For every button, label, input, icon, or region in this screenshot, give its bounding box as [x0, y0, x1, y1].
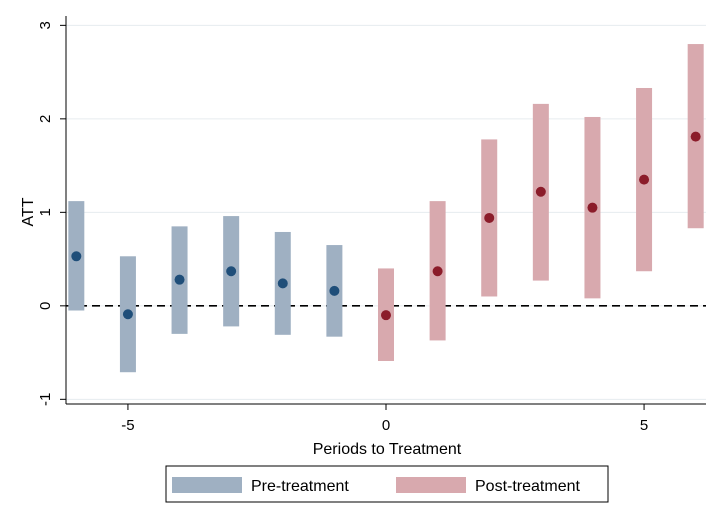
legend-swatch-pre-treatment [172, 477, 242, 493]
pre-treatment-estimate-point [226, 266, 237, 277]
x-tick-label: 5 [640, 417, 648, 434]
legend-swatch-post-treatment [396, 477, 466, 493]
pre-treatment-estimate-point [122, 309, 133, 320]
y-tick-label: -1 [37, 393, 54, 406]
pre-treatment-estimate-point [174, 274, 185, 285]
x-tick-label: 0 [382, 417, 390, 434]
post-treatment-estimate-point [381, 310, 391, 321]
axis-layer: -1 0 1 2 3 -5 0 5 [37, 16, 706, 434]
legend-label-pre-treatment: Pre-treatment [251, 478, 349, 495]
y-tick-label: 0 [37, 302, 54, 310]
pre-treatment-estimate-point [71, 251, 82, 262]
post-treatment-estimate-point [587, 202, 598, 213]
legend: Pre-treatment Post-treatment [165, 465, 609, 503]
legend-label-post-treatment: Post-treatment [475, 478, 580, 495]
post-treatment-estimate-point [690, 131, 701, 142]
pre-treatment-estimate-point [329, 285, 340, 296]
y-axis-title: ATT [20, 197, 37, 226]
pre-treatment-estimate-point [277, 278, 288, 289]
post-treatment-estimate-point [432, 266, 443, 277]
y-tick-label: 1 [37, 208, 54, 216]
y-tick-label: 2 [37, 115, 54, 123]
post-treatment-estimate-point [639, 174, 650, 185]
post-treatment-estimate-point [484, 212, 495, 223]
estimate-point-layer [71, 131, 701, 321]
x-tick-label: -5 [121, 417, 134, 434]
post-treatment-estimate-point [535, 186, 546, 197]
y-tick-label: 3 [37, 21, 54, 29]
x-axis-title: Periods to Treatment [313, 441, 462, 458]
